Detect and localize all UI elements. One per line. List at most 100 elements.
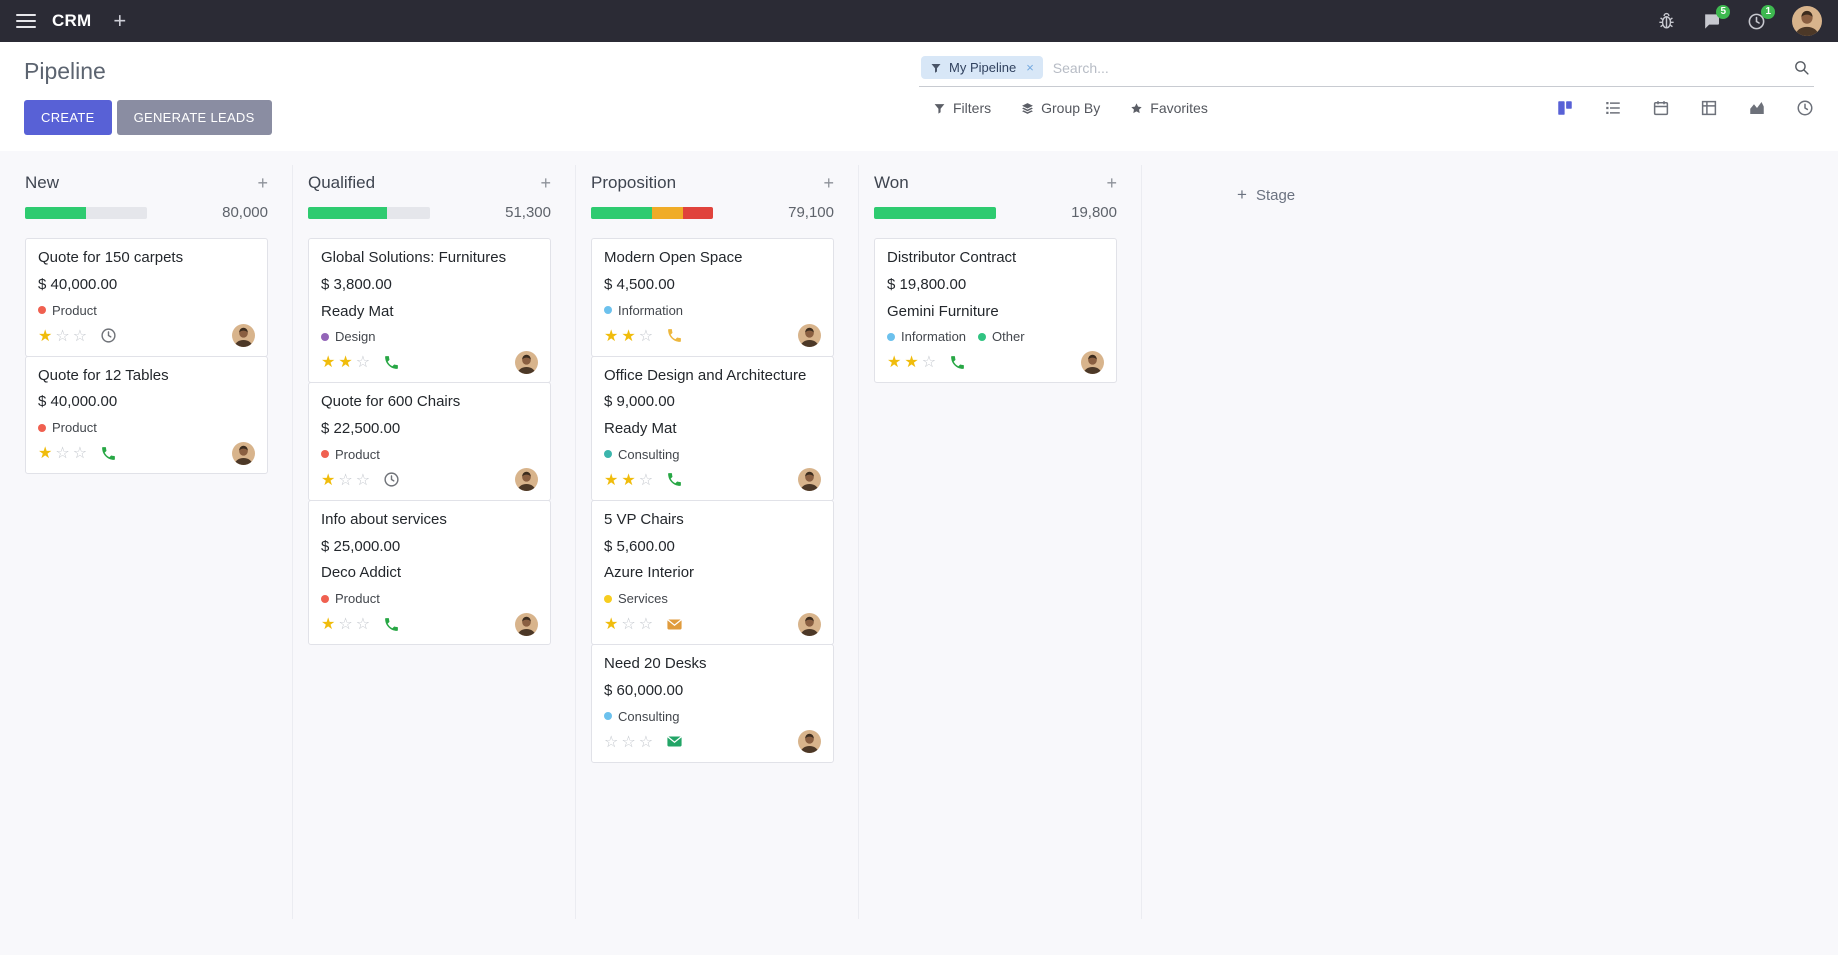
phone-icon[interactable] — [666, 327, 683, 344]
avatar[interactable] — [232, 324, 255, 347]
avatar[interactable] — [515, 350, 538, 374]
kanban-card[interactable]: Distributor Contract $ 19,800.00 Gemini … — [874, 238, 1117, 384]
facet-label: My Pipeline — [949, 60, 1017, 75]
filters-button[interactable]: Filters — [933, 100, 991, 116]
avatar[interactable] — [798, 324, 821, 347]
priority-stars[interactable]: ★☆☆ — [321, 471, 373, 488]
phone-icon[interactable] — [100, 445, 117, 462]
pivot-view-icon[interactable] — [1700, 99, 1718, 117]
activities-clock-icon[interactable]: 1 — [1747, 4, 1775, 31]
stars-filled: ★ — [604, 614, 622, 633]
priority-stars[interactable]: ★☆☆ — [38, 445, 90, 461]
facet-remove-icon[interactable]: × — [1026, 60, 1034, 75]
kanban-card[interactable]: 5 VP Chairs $ 5,600.00 Azure Interior Se… — [591, 499, 834, 645]
tag-label: Services — [618, 591, 668, 606]
nav-plus-icon[interactable]: + — [113, 8, 127, 33]
user-avatar[interactable] — [1792, 6, 1822, 36]
column-progressbar[interactable] — [25, 206, 147, 219]
stars-empty: ☆☆ — [338, 614, 374, 633]
apps-menu-icon[interactable] — [16, 10, 36, 32]
clock-icon[interactable] — [100, 327, 117, 344]
phone-icon[interactable] — [383, 354, 400, 371]
card-title: Need 20 Desks — [604, 655, 707, 672]
avatar[interactable] — [798, 730, 821, 753]
top-navbar: CRM + 5 1 — [0, 0, 1838, 42]
kanban-card[interactable]: Quote for 12 Tables $ 40,000.00 Product … — [25, 355, 268, 474]
avatar[interactable] — [515, 468, 538, 492]
calendar-view-icon[interactable] — [1652, 99, 1670, 117]
priority-stars[interactable]: ★☆☆ — [321, 616, 373, 632]
clock-icon[interactable] — [383, 471, 400, 488]
search-icon[interactable] — [1793, 59, 1810, 76]
tag: Product — [321, 447, 380, 462]
priority-stars[interactable]: ★★☆ — [887, 354, 939, 370]
favorites-button[interactable]: Favorites — [1130, 100, 1208, 116]
card-title: 5 VP Chairs — [604, 510, 684, 528]
stars-empty: ☆ — [638, 325, 657, 345]
generate-leads-button[interactable]: GENERATE LEADS — [116, 100, 272, 135]
tag-label: Other — [992, 329, 1025, 345]
phone-icon[interactable] — [666, 471, 683, 488]
card-amount: $ 9,000.00 — [604, 393, 675, 411]
quick-create-icon[interactable]: + — [257, 173, 268, 193]
kanban-card[interactable]: Quote for 600 Chairs $ 22,500.00 Product… — [308, 382, 551, 501]
kanban-column-won: Won + 19,800 Distributor Contract $ 19,8… — [874, 165, 1142, 919]
app-name[interactable]: CRM — [52, 11, 92, 30]
funnel-icon — [934, 103, 945, 114]
phone-icon[interactable] — [949, 354, 966, 371]
column-title: New — [25, 173, 60, 192]
card-partner: Gemini Furniture — [887, 302, 999, 320]
avatar[interactable] — [798, 612, 821, 636]
envelope-icon[interactable] — [666, 733, 683, 750]
activity-view-icon[interactable] — [1796, 99, 1814, 117]
messages-icon[interactable]: 5 — [1702, 4, 1730, 31]
priority-stars[interactable]: ★★☆ — [604, 325, 657, 345]
priority-stars[interactable]: ☆☆☆ — [604, 733, 656, 750]
tag: Product — [321, 591, 380, 606]
create-button[interactable]: CREATE — [24, 100, 112, 135]
kanban-view-icon[interactable] — [1556, 99, 1574, 117]
group-by-button[interactable]: Group By — [1021, 100, 1100, 116]
avatar[interactable] — [1081, 350, 1104, 374]
tag-color-dot — [321, 450, 329, 459]
add-stage-button[interactable]: + Stage — [1237, 165, 1295, 205]
priority-stars[interactable]: ★★☆ — [321, 354, 373, 370]
graph-view-icon[interactable] — [1748, 99, 1766, 117]
tag: Consulting — [604, 709, 679, 724]
kanban-card[interactable]: Info about services $ 25,000.00 Deco Add… — [308, 499, 551, 645]
card-amount: $ 3,800.00 — [321, 275, 392, 293]
search-facet[interactable]: My Pipeline × — [921, 56, 1043, 79]
avatar[interactable] — [232, 441, 255, 465]
kanban-card[interactable]: Quote for 150 carpets $ 40,000.00 Produc… — [25, 238, 268, 357]
card-amount: $ 19,800.00 — [887, 275, 967, 293]
card-amount: $ 40,000.00 — [38, 275, 118, 293]
kanban-card[interactable]: Office Design and Architecture $ 9,000.0… — [591, 355, 834, 501]
tag-label: Consulting — [618, 708, 680, 724]
envelope-icon[interactable] — [666, 616, 683, 633]
avatar[interactable] — [515, 612, 538, 636]
column-progressbar[interactable] — [874, 206, 996, 219]
column-progressbar[interactable] — [591, 206, 713, 219]
priority-stars[interactable]: ★★☆ — [604, 471, 656, 488]
tag: Product — [38, 303, 97, 318]
tag-color-dot — [321, 594, 329, 603]
avatar[interactable] — [798, 468, 821, 492]
priority-stars[interactable]: ★☆☆ — [604, 616, 656, 632]
tag-label: Product — [335, 446, 380, 462]
quick-create-icon[interactable]: + — [540, 173, 551, 193]
priority-stars[interactable]: ★☆☆ — [38, 327, 90, 344]
stars-empty: ☆ — [921, 352, 940, 372]
quick-create-icon[interactable]: + — [823, 173, 834, 193]
quick-create-icon[interactable]: + — [1106, 173, 1117, 193]
list-view-icon[interactable] — [1604, 99, 1622, 117]
phone-icon[interactable] — [383, 616, 400, 633]
kanban-card[interactable]: Global Solutions: Furnitures $ 3,800.00 … — [308, 238, 551, 384]
search-input[interactable] — [1042, 59, 1793, 76]
tag: Information — [604, 303, 683, 318]
tag: Product — [38, 420, 97, 435]
kanban-card[interactable]: Need 20 Desks $ 60,000.00 Consulting ☆☆☆ — [591, 644, 834, 763]
search-bar: My Pipeline × — [919, 54, 1814, 87]
kanban-card[interactable]: Modern Open Space $ 4,500.00 Information… — [591, 238, 834, 357]
debug-bug-icon[interactable] — [1657, 12, 1676, 31]
column-progressbar[interactable] — [308, 206, 430, 219]
